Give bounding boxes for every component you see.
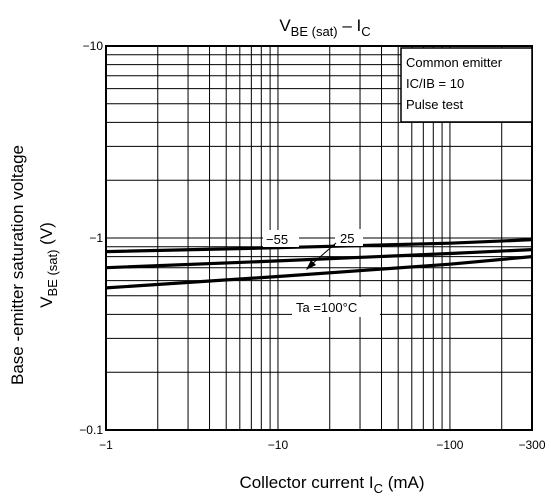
conditions-box: Common emitter IC/IB = 10 Pulse test [400,47,533,123]
label-bg-100 [292,297,380,317]
curve-label-100c: Ta =100°C [296,300,357,315]
series-line-2 [105,255,533,290]
note-pulse-test: Pulse test [406,97,463,112]
series-line-1 [105,248,533,270]
title-tail: I [357,16,362,35]
y-tick-labels: −0.1 −1 −10 [79,39,103,437]
series-line-0 [105,238,533,254]
y-tick-label: −1 [89,231,103,245]
x-axis-title: Collector current IC (mA) [239,473,424,496]
y-tick-label: −0.1 [79,423,103,437]
x-tick-labels: −1 −10 −100 −300 [99,438,546,452]
curves [105,238,533,290]
x-axis-title-unit: (mA) [383,473,425,492]
label-bg-minus55 [263,230,299,247]
y-axis-title-line1: Base -emitter saturation voltage [8,145,27,385]
note-common-emitter: Common emitter [406,55,503,70]
y-axis-title-unit: (V) [37,222,56,249]
x-tick-label: −1 [99,438,113,452]
title-tail-subscript: C [361,24,370,39]
x-tick-label: −100 [436,438,463,452]
x-axis-title-main: Collector current I [239,473,373,492]
chart-title: VBE (sat) – IC [279,16,370,39]
title-main: V [279,16,291,35]
conditions-box-frame [400,47,533,123]
y-axis-title-line2: VBE (sat) (V) [37,222,60,308]
label-leader-25 [311,242,337,265]
y-axis-title-subscript: BE (sat) [45,250,60,297]
note-ic-ib: IC/IB = 10 [406,76,464,91]
curve-labels: −55 25 Ta =100°C [263,229,380,317]
y-axis-title-main: V [37,296,56,308]
label-bg-25 [335,229,363,246]
curve-label-minus55: −55 [266,232,288,247]
title-separator: – [338,16,357,35]
label-arrow-25 [306,260,316,270]
curve-label-25: 25 [340,231,354,246]
x-tick-label: −300 [518,438,545,452]
title-main-subscript: BE (sat) [291,24,338,39]
x-axis-title-subscript: C [374,481,383,496]
plot-frame [105,45,533,431]
y-tick-label: −10 [83,39,104,53]
y-axis-title: Base -emitter saturation voltage VBE (sa… [8,145,60,385]
x-tick-label: −10 [268,438,289,452]
